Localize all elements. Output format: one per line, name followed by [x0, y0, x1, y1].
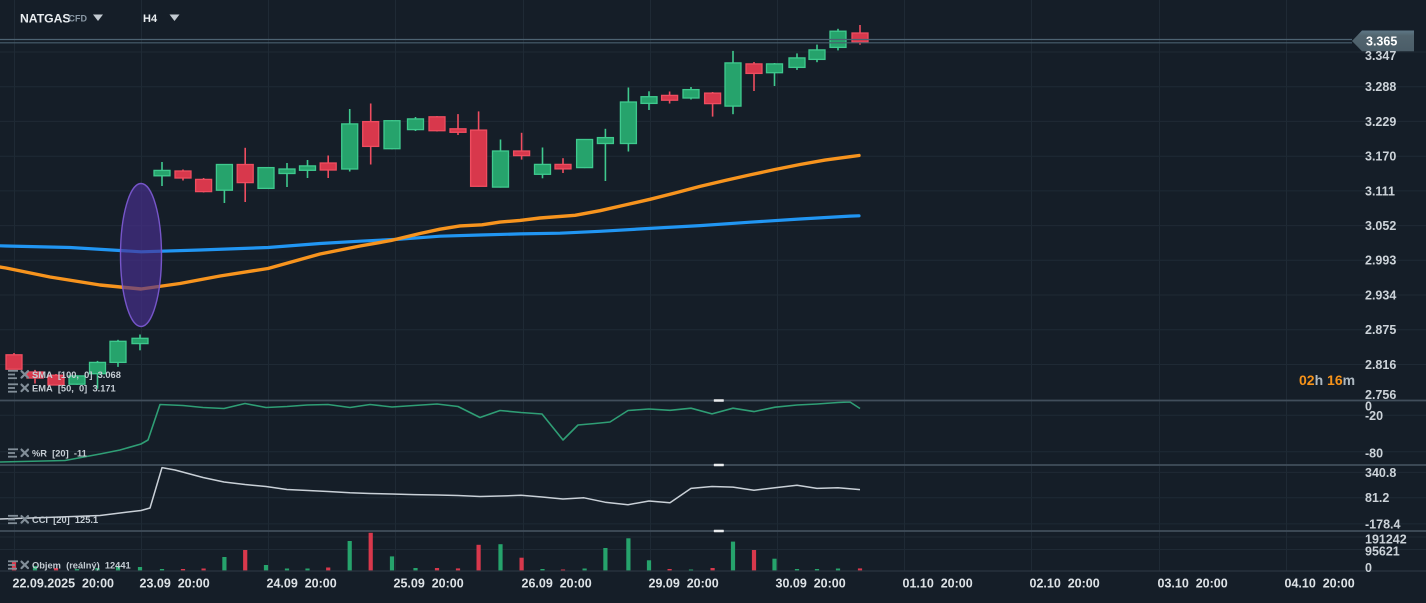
- svg-text:23.09 20:00: 23.09 20:00: [140, 576, 210, 590]
- svg-text:3.288: 3.288: [1365, 80, 1396, 94]
- svg-text:2.756: 2.756: [1365, 388, 1396, 402]
- svg-text:95621: 95621: [1365, 544, 1400, 558]
- svg-text:3.365: 3.365: [1366, 35, 1397, 49]
- svg-text:02h 16m: 02h 16m: [1299, 372, 1355, 388]
- svg-text:H4: H4: [143, 13, 158, 25]
- svg-text:2.875: 2.875: [1365, 323, 1396, 337]
- svg-text:-80: -80: [1365, 447, 1383, 461]
- svg-text:25.09 20:00: 25.09 20:00: [394, 576, 464, 590]
- svg-text:3.170: 3.170: [1365, 150, 1396, 164]
- svg-text:2.816: 2.816: [1365, 358, 1396, 372]
- svg-text:2.934: 2.934: [1365, 289, 1396, 303]
- svg-text:-178.4: -178.4: [1365, 517, 1400, 531]
- svg-text:0: 0: [1365, 400, 1372, 414]
- svg-text:EMA [50, 0] 3.171: EMA [50, 0] 3.171: [32, 384, 116, 394]
- svg-text:22.09.2025 20:00: 22.09.2025 20:00: [13, 576, 115, 590]
- svg-text:3.052: 3.052: [1365, 219, 1396, 233]
- svg-text:SMA [100, 0] 3.068: SMA [100, 0] 3.068: [32, 370, 121, 380]
- svg-text:Objem (reálný) 12441: Objem (reálný) 12441: [32, 561, 131, 571]
- svg-text:24.09 20:00: 24.09 20:00: [267, 576, 337, 590]
- svg-text:%R [20] -11: %R [20] -11: [32, 449, 87, 459]
- svg-text:191242: 191242: [1365, 532, 1407, 546]
- svg-text:02.10 20:00: 02.10 20:00: [1030, 576, 1100, 590]
- svg-text:3.229: 3.229: [1365, 115, 1396, 129]
- svg-text:26.09 20:00: 26.09 20:00: [522, 576, 592, 590]
- svg-text:0: 0: [1365, 561, 1372, 575]
- svg-text:340.8: 340.8: [1365, 466, 1396, 480]
- svg-text:3.111: 3.111: [1365, 184, 1395, 198]
- svg-text:-20: -20: [1365, 409, 1383, 423]
- svg-text:01.10 20:00: 01.10 20:00: [903, 576, 973, 590]
- svg-text:3.347: 3.347: [1365, 49, 1396, 63]
- svg-text:NATGAS: NATGAS: [20, 11, 71, 25]
- svg-text:CFD: CFD: [69, 14, 88, 24]
- svg-text:30.09 20:00: 30.09 20:00: [776, 576, 846, 590]
- svg-text:29.09 20:00: 29.09 20:00: [649, 576, 719, 590]
- svg-text:CCI [20] 125.1: CCI [20] 125.1: [32, 515, 98, 525]
- svg-text:81.2: 81.2: [1365, 491, 1389, 505]
- svg-text:03.10 20:00: 03.10 20:00: [1158, 576, 1228, 590]
- svg-text:2.993: 2.993: [1365, 254, 1396, 268]
- svg-text:04.10 20:00: 04.10 20:00: [1285, 576, 1355, 590]
